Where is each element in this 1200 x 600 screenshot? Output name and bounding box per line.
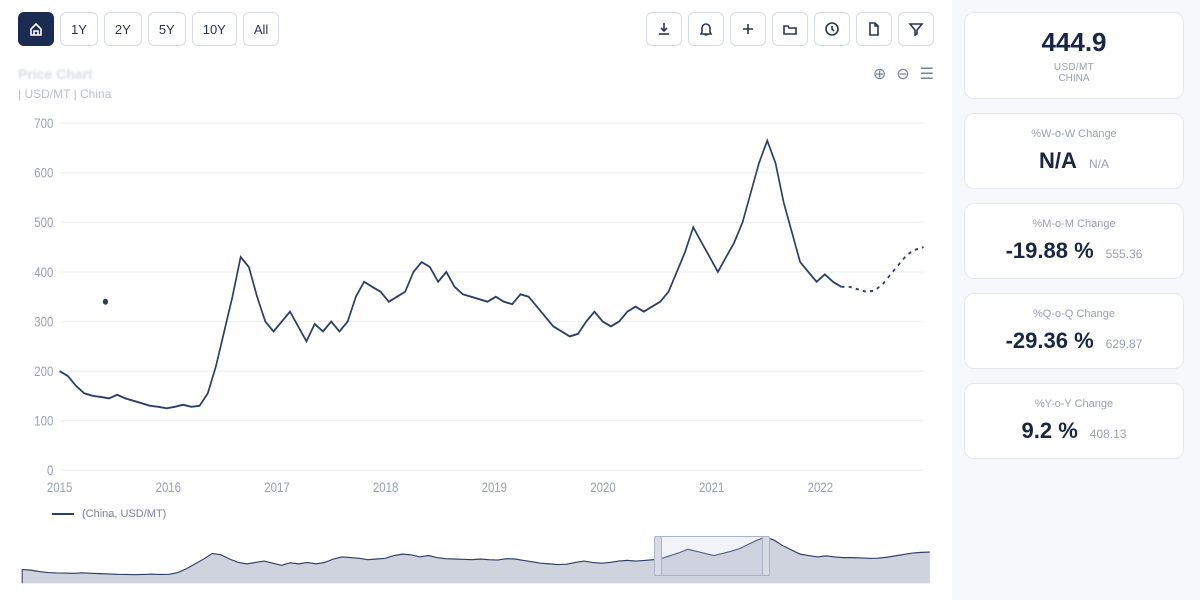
metrics-list: %W-o-W Change N/A N/A %M-o-M Change -19.88 %… [964,113,1184,459]
toolbar: 1Y2Y5Y10YAll [18,12,934,46]
metric-label: %M-o-M Change [977,218,1171,230]
metric-value: 9.2 % [1022,418,1078,444]
brush-handle-right[interactable] [762,536,770,576]
svg-text:0: 0 [47,463,53,478]
chart-title-block: Price Chart | USD/MT | China [18,64,111,103]
svg-text:2022: 2022 [808,480,833,495]
action-buttons [646,12,934,46]
range-buttons: 1Y2Y5Y10YAll [18,12,279,46]
alert-button[interactable] [688,12,724,46]
chart-zoom-controls: ⊕ ⊖ ☰ [873,64,934,84]
price-card: 444.9 USD/MT CHINA [964,12,1184,99]
metric-subvalue: 408.13 [1090,427,1127,441]
price-region: CHINA [977,73,1171,84]
save-button[interactable] [772,12,808,46]
brush-window[interactable] [658,536,767,576]
range-2y-button[interactable]: 2Y [104,12,142,46]
bell-icon [698,21,714,37]
metric-label: %W-o-W Change [977,128,1171,140]
svg-text:300: 300 [34,315,53,330]
range-10y-button[interactable]: 10Y [192,12,237,46]
metric-label: %Y-o-Y Change [977,398,1171,410]
download-button[interactable] [646,12,682,46]
svg-text:600: 600 [34,166,53,181]
filter-button[interactable] [898,12,934,46]
chart-subtitle: | USD/MT | China [18,85,111,103]
price-value: 444.9 [977,27,1171,58]
price-unit: USD/MT [977,62,1171,73]
folder-icon [782,21,798,37]
plus-icon [740,21,756,37]
metric-subvalue: 629.87 [1106,337,1143,351]
metric-subvalue: N/A [1089,157,1109,171]
range-1y-button[interactable]: 1Y [60,12,98,46]
svg-text:400: 400 [34,265,53,280]
funnel-icon [908,21,924,37]
range-home-button[interactable] [18,12,54,46]
metric-subvalue: 555.36 [1106,247,1143,261]
svg-text:2021: 2021 [699,480,724,495]
download-icon [656,21,672,37]
history-button[interactable] [814,12,850,46]
svg-text:700: 700 [34,116,53,131]
legend-swatch [52,513,74,515]
svg-text:2016: 2016 [156,480,181,495]
svg-text:200: 200 [34,364,53,379]
metric-label: %Q-o-Q Change [977,308,1171,320]
legend: (China, USD/MT) [18,508,934,520]
chart-panel: 1Y2Y5Y10YAll Price Chart | USD/MT | Chin… [0,0,952,600]
svg-text:2015: 2015 [47,480,72,495]
main-chart[interactable]: 0 100 200 300 400 500 600 700 2015 2016 2017 2018 20… [18,111,934,502]
range-5y-button[interactable]: 5Y [148,12,186,46]
chart-header: Price Chart | USD/MT | China ⊕ ⊖ ☰ [18,64,934,103]
export-button[interactable] [856,12,892,46]
metric-value: -19.88 % [1006,238,1094,264]
brush-navigator[interactable] [18,530,934,588]
range-all-button[interactable]: All [243,12,279,46]
metric-card-1: %M-o-M Change -19.88 % 555.36 [964,203,1184,279]
menu-icon[interactable]: ☰ [920,64,934,84]
brush-handle-left[interactable] [654,536,662,576]
clock-icon [824,21,840,37]
svg-text:2020: 2020 [590,480,615,495]
add-button[interactable] [730,12,766,46]
brush-chart [18,530,934,588]
metric-card-0: %W-o-W Change N/A N/A [964,113,1184,189]
svg-text:2019: 2019 [482,480,507,495]
metric-card-3: %Y-o-Y Change 9.2 % 408.13 [964,383,1184,459]
legend-label: (China, USD/MT) [82,508,166,520]
sidebar: 444.9 USD/MT CHINA %W-o-W Change N/A N/A %M… [952,0,1200,600]
svg-text:2018: 2018 [373,480,398,495]
zoom-in-icon[interactable]: ⊕ [873,64,886,84]
chart-title: Price Chart [18,64,111,85]
svg-text:100: 100 [34,414,53,429]
file-icon [866,21,882,37]
svg-text:500: 500 [34,215,53,230]
metric-card-2: %Q-o-Q Change -29.36 % 629.87 [964,293,1184,369]
metric-value: N/A [1039,148,1077,174]
metric-value: -29.36 % [1006,328,1094,354]
zoom-out-icon[interactable]: ⊖ [896,64,909,84]
svg-text:2017: 2017 [264,480,289,495]
chart-area: 0 100 200 300 400 500 600 700 2015 2016 2017 2018 20… [18,111,934,502]
